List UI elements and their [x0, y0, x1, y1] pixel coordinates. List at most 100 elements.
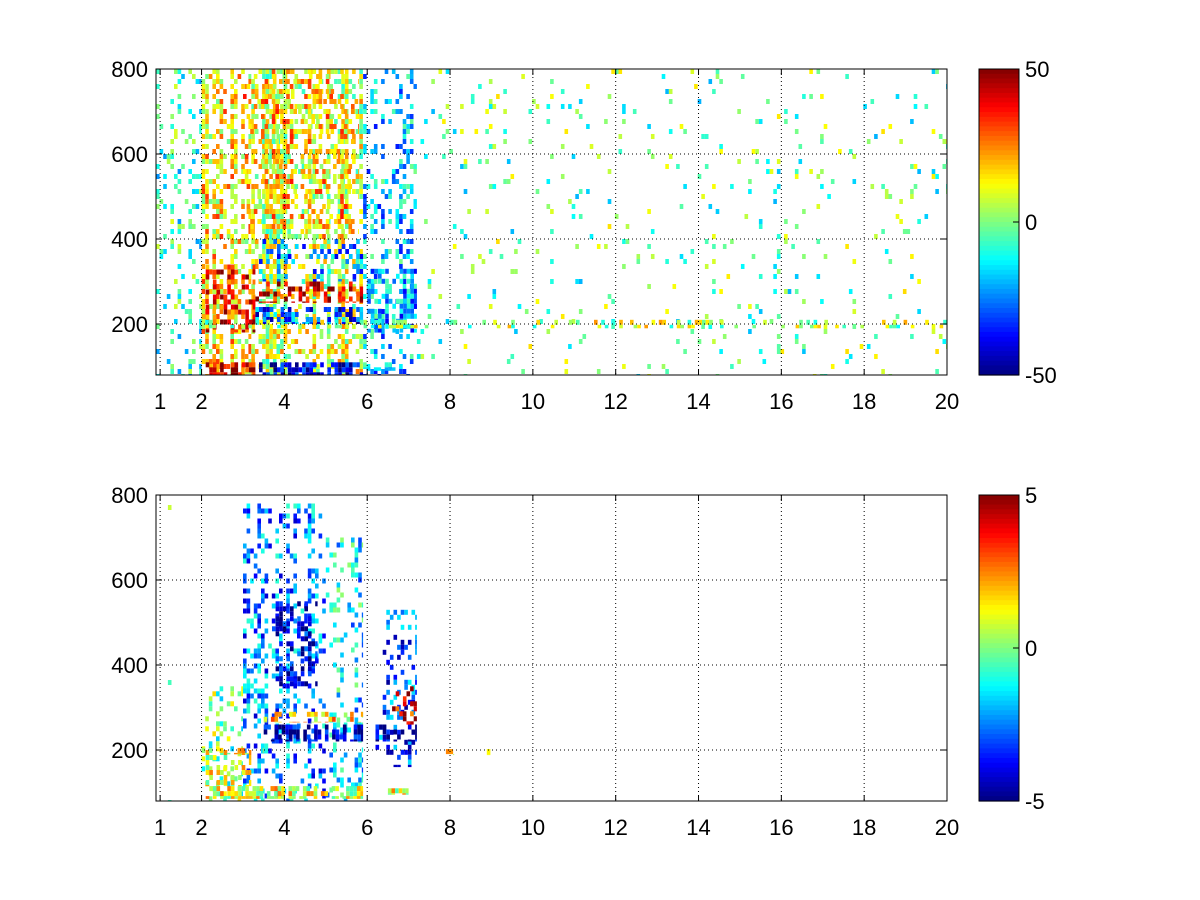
top-heatmap-band-3-cell: [245, 309, 249, 315]
top-heatmap-column-2-cell: [359, 364, 363, 369]
top-heatmap-band-6-cell: [280, 239, 285, 244]
top-heatmap-band-9-cell: [307, 124, 312, 129]
top-heatmap-column-4-cell: [636, 254, 641, 259]
top-heatmap-column-2-cell: [290, 89, 295, 94]
bottom-heatmap-band-1-cell: [245, 785, 249, 787]
top-heatmap-column-4-cell: [881, 229, 885, 234]
bottom-heatmap-column-2-cell: [322, 633, 326, 639]
top-heatmap-column-3-cell: [409, 114, 414, 119]
top-heatmap-band-4-cell: [255, 312, 259, 317]
top-heatmap-column-3-cell: [413, 204, 417, 209]
bottom-heatmap-band-4-cell: [290, 681, 294, 687]
top-heatmap-band-9-cell: [318, 184, 323, 189]
bottom-heatmap-band-2-cell: [274, 739, 279, 742]
bottom-heatmap-column-2-cell: [246, 693, 251, 699]
bottom-heatmap-column-3-cell: [354, 707, 359, 713]
top-heatmap-band-3-cell: [227, 309, 231, 315]
top-heatmap-column-4-cell: [611, 324, 615, 329]
bottom-heatmap-band-2-cell: [303, 734, 307, 740]
top-heatmap-band-9-cell: [243, 169, 247, 174]
top-colorbar-tick-label: 0: [1025, 210, 1037, 235]
top-heatmap-band-5-cell: [316, 281, 321, 287]
top-heatmap-band-3-cell: [227, 314, 231, 320]
bottom-heatmap-column-2-cell: [286, 698, 290, 704]
top-heatmap-column-4-cell: [452, 244, 457, 249]
bottom-heatmap-column-3-cell: [351, 647, 355, 653]
top-heatmap-column-0-cell: [192, 359, 196, 364]
top-heatmap-column-0-cell: [163, 174, 167, 179]
bottom-heatmap-column-2-cell: [268, 508, 272, 514]
bottom-colorbar-segment: [979, 552, 1019, 558]
bottom-heatmap-column-4-cell: [404, 609, 408, 615]
top-heatmap-column-2-cell: [283, 179, 288, 184]
bottom-heatmap-band-0-cell: [292, 796, 296, 799]
top-heatmap-band-3-cell: [230, 289, 235, 295]
top-heatmap-column-2-cell: [254, 349, 259, 354]
top-heatmap-band-8-cell: [810, 324, 814, 329]
top-heatmap-column-3-cell: [409, 189, 414, 194]
top-heatmap-column-4-cell: [776, 234, 781, 239]
top-heatmap-band-1-cell: [331, 362, 335, 368]
top-heatmap-column-4-cell: [881, 369, 885, 374]
bottom-heatmap-column-4-cell: [415, 614, 417, 620]
top-heatmap-column-1-cell: [234, 94, 238, 99]
top-heatmap-band-9-cell: [275, 159, 279, 164]
top-heatmap-band-3-cell: [227, 269, 231, 275]
bottom-heatmap-column-1-cell: [208, 696, 213, 702]
top-heatmap-column-2-cell: [269, 109, 273, 114]
top-heatmap-column-1-cell: [248, 229, 252, 234]
bottom-heatmap-column-2-cell: [297, 698, 301, 704]
top-heatmap-column-4-cell: [442, 134, 446, 139]
top-heatmap-band-9-cell: [282, 229, 287, 234]
bottom-heatmap-band-2-cell: [303, 729, 307, 735]
top-heatmap-column-2-cell: [262, 94, 266, 99]
top-heatmap-column-2-cell: [305, 354, 309, 359]
top-heatmap-column-0-cell: [195, 174, 200, 179]
top-heatmap-column-4-cell: [780, 349, 785, 354]
top-heatmap-column-2-cell: [301, 324, 306, 329]
top-heatmap-band-6-cell: [259, 269, 263, 274]
top-heatmap-column-4-cell: [622, 109, 626, 114]
top-heatmap-band-8-cell: [795, 324, 800, 329]
top-heatmap-column-4-cell: [550, 259, 554, 264]
top-heatmap-band-5-cell: [295, 286, 299, 292]
top-heatmap-band-5-cell: [323, 301, 328, 303]
top-heatmap-column-2-cell: [344, 339, 349, 344]
top-heatmap-column-4-cell: [816, 274, 821, 279]
top-heatmap-column-3-cell: [399, 349, 403, 354]
top-heatmap-band-9-cell: [286, 184, 290, 189]
top-heatmap-column-4-cell: [647, 149, 651, 154]
bottom-colorbar-segment: [979, 686, 1019, 692]
bottom-heatmap-column-2-cell: [253, 653, 258, 659]
bottom-heatmap-column-1-cell: [219, 706, 224, 712]
top-heatmap-column-0-cell: [170, 329, 174, 334]
top-heatmap-column-2-cell: [326, 354, 331, 359]
top-heatmap-band-4-cell: [356, 322, 360, 324]
top-heatmap-column-2-cell: [326, 154, 331, 159]
top-heatmap-column-1-cell: [248, 124, 252, 129]
top-heatmap-band-9-cell: [318, 144, 323, 149]
top-heatmap-column-1-cell: [201, 249, 206, 254]
bottom-heatmap-band-1-cell: [223, 765, 228, 770]
top-heatmap-column-2-cell: [301, 349, 306, 354]
bottom-heatmap-band-0-cell: [331, 796, 336, 799]
top-heatmap-band-9-cell: [307, 204, 312, 209]
top-heatmap-column-4-cell: [794, 334, 799, 339]
top-heatmap-column-2-cell: [269, 229, 273, 234]
top-colorbar-segment: [979, 155, 1019, 161]
top-heatmap-column-4-cell: [690, 249, 695, 254]
top-heatmap-band-9-cell: [351, 129, 355, 134]
top-colorbar-segment: [979, 255, 1019, 261]
bottom-heatmap-band-2-cell: [278, 724, 282, 730]
top-heatmap-column-2-cell: [348, 339, 353, 344]
top-heatmap-band-8-cell: [403, 324, 407, 329]
top-heatmap-column-2-cell: [312, 174, 317, 179]
top-heatmap-column-2-cell: [251, 184, 255, 189]
top-heatmap-column-3-cell: [399, 214, 403, 219]
top-heatmap-column-4-cell: [478, 159, 482, 164]
top-heatmap-band-8-cell: [676, 319, 681, 325]
top-heatmap-column-3-cell: [381, 239, 385, 244]
bottom-heatmap-band-6-cell: [399, 711, 403, 717]
top-heatmap-column-0-cell: [170, 229, 174, 234]
top-heatmap-column-4-cell: [773, 264, 777, 269]
